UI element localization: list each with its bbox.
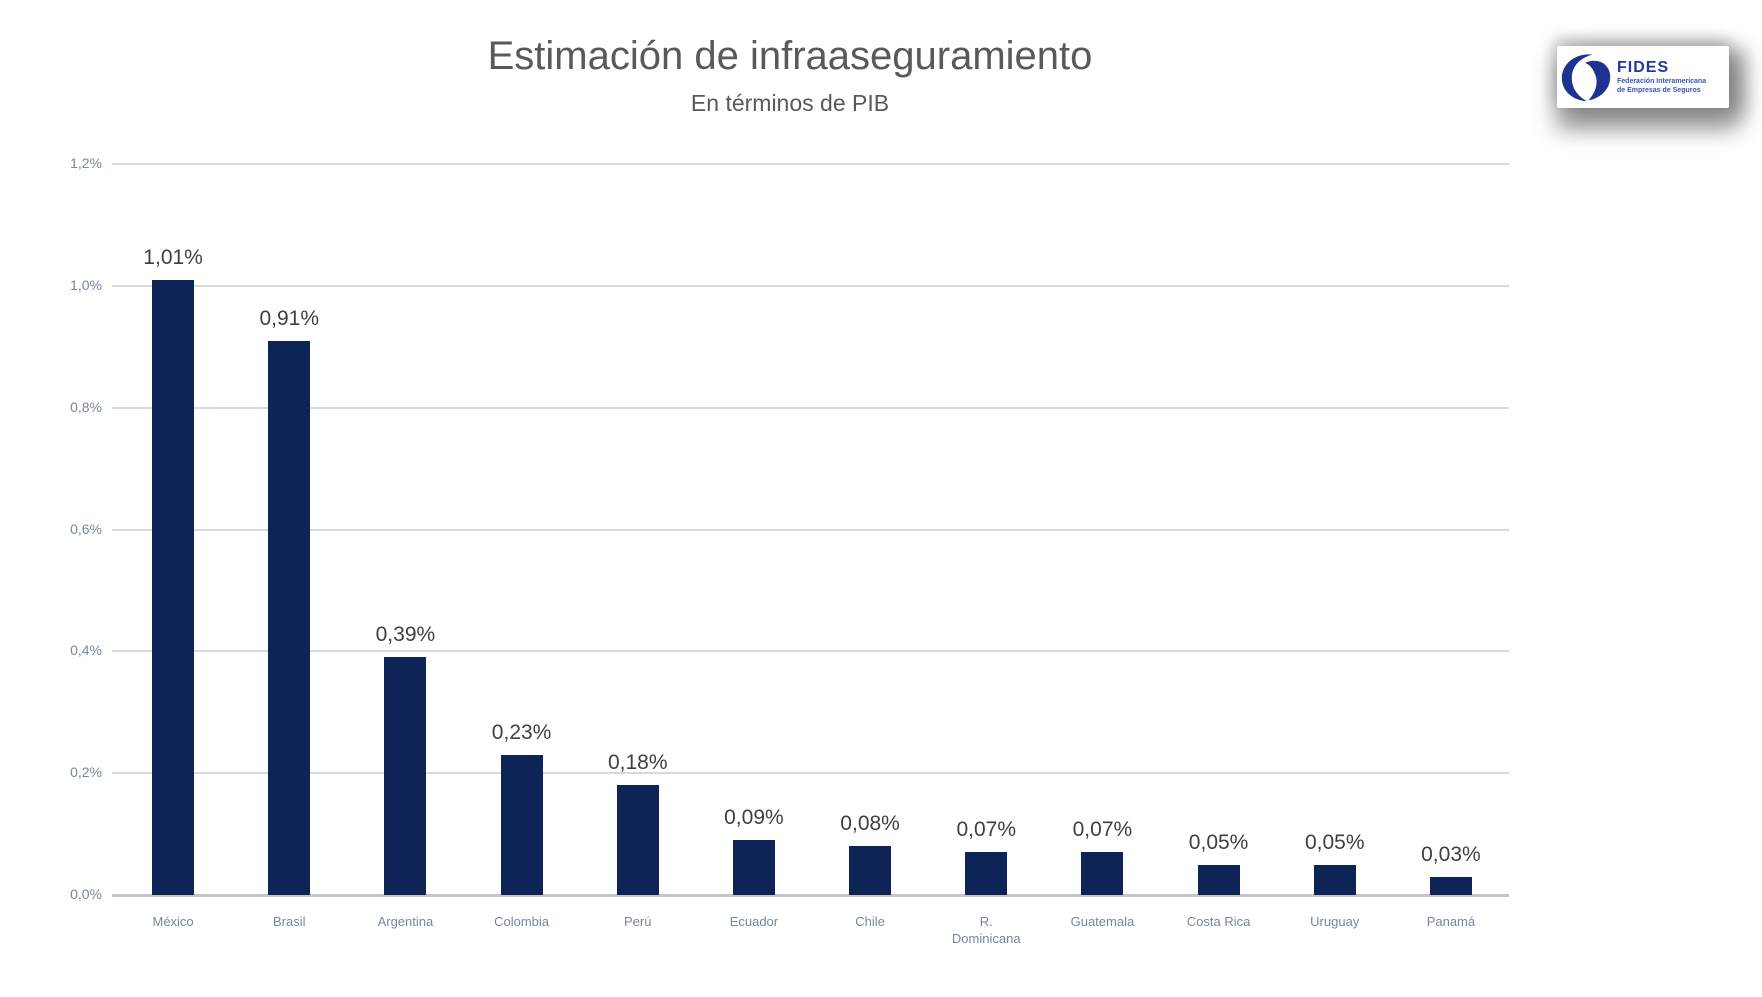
y-axis-tick-label: 1,2% [70, 155, 102, 171]
gridline [112, 284, 1509, 287]
bar-value-label: 0,39% [375, 623, 436, 647]
bar [965, 852, 1008, 895]
bar [152, 279, 195, 895]
bar [384, 657, 427, 895]
bar-slot: 0,08% [812, 164, 928, 895]
bar-slot: 0,91% [231, 164, 347, 895]
bar-value-label: 1,01% [143, 245, 203, 269]
x-axis-category-label: Guatemala [1070, 914, 1135, 929]
bar [1429, 876, 1472, 895]
bar [1081, 852, 1124, 895]
gridline [112, 650, 1509, 653]
gridline [112, 406, 1509, 409]
x-axis-category-label: Panamá [1426, 914, 1476, 929]
fides-logo-swirl-icon [1561, 54, 1611, 102]
x-axis-category-label: Costa Rica [1186, 914, 1251, 929]
bar-slot: 0,07% [928, 164, 1044, 895]
bar-slot: 0,09% [696, 164, 812, 895]
bar-value-label: 0,07% [1072, 818, 1133, 842]
bar-value-label: 0,03% [1421, 842, 1481, 866]
x-axis-category-label: Ecuador [729, 914, 779, 929]
bar-slot: 0,03% [1393, 164, 1509, 895]
y-axis-tick-label: 1,0% [70, 276, 102, 293]
bar [1313, 864, 1356, 895]
x-axis-category-label: Chile [855, 914, 885, 929]
bar [732, 840, 775, 895]
bar-slot: 0,39% [347, 164, 463, 895]
bar [500, 754, 543, 895]
fides-logo-acronym: FIDES [1617, 59, 1670, 76]
bar [1197, 864, 1240, 895]
fides-logo-subtitle-line2: de Empresas de Seguros [1617, 87, 1701, 94]
bar-value-label: 0,91% [259, 306, 320, 330]
bar-value-label: 0,07% [956, 818, 1017, 842]
y-axis-tick-label: 0,2% [70, 764, 102, 781]
bar-value-label: 0,18% [607, 751, 668, 775]
gridline [112, 894, 1509, 897]
chart-title: Estimación de infraaseguramiento [487, 34, 1093, 78]
y-axis-tick-label: 0,6% [70, 520, 102, 537]
x-axis-category-label: México [152, 914, 194, 929]
bar-slot: 0,05% [1277, 164, 1393, 895]
bar-value-label: 0,05% [1188, 830, 1249, 854]
bar-value-label: 0,09% [724, 806, 784, 830]
x-axis-category-label: Colombia [494, 914, 550, 929]
y-axis-tick-label: 0,0% [70, 886, 102, 902]
fides-logo-text: FIDES Federación Interamericana de Empre… [1617, 59, 1706, 95]
chart-subtitle: En términos de PIB [690, 90, 890, 116]
gridline [112, 528, 1509, 531]
bar-slot: 0,23% [464, 164, 580, 895]
fides-logo: FIDES Federación Interamericana de Empre… [1557, 46, 1729, 108]
y-axis-tick-label: 0,8% [70, 398, 102, 415]
plot-area: 1,01% 0,91% 0,39% 0,23% 0,18% 0,09% 0,08% 0,07%… [112, 163, 1509, 897]
bar-slot: 0,05% [1161, 164, 1277, 895]
bar-slot: 0,18% [580, 164, 696, 895]
bar-value-label: 0,23% [491, 720, 552, 744]
bar [849, 846, 892, 895]
bar [268, 340, 311, 895]
bar-value-label: 0,05% [1304, 830, 1365, 854]
x-axis-category-label: Argentina [377, 914, 434, 929]
y-axis-tick-label: 0,4% [70, 642, 102, 659]
gridline [112, 772, 1509, 775]
x-axis-category-label: Uruguay [1310, 914, 1360, 929]
x-axis-category-label: R. Dominicana [951, 914, 1021, 946]
bar [616, 785, 659, 895]
fides-logo-subtitle-line1: Federación Interamericana [1617, 78, 1707, 85]
bar-value-label: 0,08% [840, 812, 900, 836]
x-axis-category-label: Perú [624, 914, 652, 929]
gridline [112, 163, 1509, 165]
bar-slot: 1,01% [115, 164, 231, 895]
bar-slot: 0,07% [1044, 164, 1160, 895]
x-axis-category-label: Brasil [272, 914, 306, 929]
